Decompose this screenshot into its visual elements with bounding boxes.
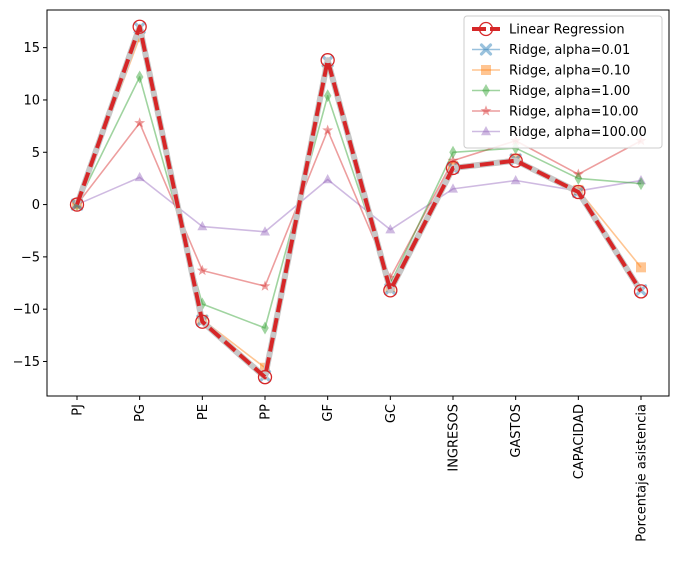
data-point [449, 145, 457, 159]
legend: Linear Regression Ridge, alpha=0.01 Ridge,… [463, 15, 663, 149]
legend-label: Ridge, alpha=10.00 [509, 105, 639, 120]
data-point [320, 53, 335, 68]
data-point [196, 264, 208, 276]
x-tick-label: CAPACIDAD [572, 404, 587, 479]
data-point [633, 284, 649, 299]
data-point [445, 160, 461, 176]
legend-entry-4: Ridge, alpha=10.00 [472, 105, 639, 120]
x-tick-label: GASTOS [509, 404, 524, 458]
legend-entry-5: Ridge, alpha=100.00 [472, 125, 647, 140]
y-tick-label: −15 [13, 355, 40, 370]
data-point [134, 171, 145, 182]
x-tick-label: INGRESOS [447, 404, 462, 472]
data-point [132, 19, 147, 34]
data-point [510, 175, 521, 185]
y-tick-label: 5 [32, 146, 40, 161]
data-point [260, 226, 270, 236]
data-point [259, 280, 271, 291]
data-point [384, 272, 396, 283]
legend-label: Ridge, alpha=0.10 [509, 64, 630, 79]
series-line [76, 176, 642, 233]
data-point [322, 124, 334, 135]
x-tick-label: GC [384, 404, 399, 423]
legend-marker [481, 65, 491, 75]
legend-marker [478, 21, 494, 37]
data-point [447, 154, 459, 166]
y-tick-label: 0 [32, 198, 40, 213]
data-point [637, 177, 645, 191]
data-point [134, 117, 146, 128]
axes-frame [46, 9, 670, 397]
series-line [76, 122, 642, 287]
y-tick-label: −5 [21, 250, 40, 265]
series-line [75, 24, 643, 380]
data-point [636, 262, 646, 273]
data-point [572, 168, 584, 179]
y-tick-label: 15 [23, 41, 40, 56]
data-point [383, 283, 398, 298]
legend-label: Ridge, alpha=1.00 [509, 84, 630, 99]
data-point [323, 89, 332, 103]
data-point [385, 224, 396, 234]
legend-entry-1: Ridge, alpha=0.01 [472, 43, 630, 58]
data-point [574, 171, 583, 185]
legend-entry-3: Ridge, alpha=1.00 [472, 84, 630, 99]
legend-marker [479, 43, 493, 56]
data-point [508, 153, 523, 168]
legend-marker [480, 105, 492, 116]
x-tick-label: GF [321, 404, 336, 422]
data-point [571, 184, 586, 200]
y-tick-label: −10 [13, 303, 40, 318]
data-point [322, 173, 333, 184]
series-line [76, 76, 642, 329]
legend-entry-0: Linear Regression [472, 21, 625, 38]
x-tick-label: PP [259, 404, 274, 420]
x-tick-label: PJ [71, 404, 86, 416]
legend-marker [481, 126, 491, 136]
data-point [257, 370, 273, 385]
legend-box [463, 15, 663, 149]
x-tick-label: PG [133, 404, 148, 422]
data-point [636, 175, 646, 185]
legend-label: Ridge, alpha=100.00 [509, 125, 647, 140]
data-point [261, 321, 269, 335]
plot-area [69, 19, 649, 385]
legend-entry-2: Ridge, alpha=0.10 [472, 64, 630, 79]
data-point [69, 197, 85, 212]
series-0 [69, 19, 649, 385]
legend-marker [482, 84, 490, 97]
data-point [195, 314, 210, 329]
data-point [448, 183, 458, 193]
legend-label: Linear Regression [509, 23, 625, 38]
x-tick-label: Porcentaje asistencia [635, 404, 650, 542]
y-tick-label: 10 [23, 93, 40, 108]
axes: −15 −10 −5 0 5 10 15 PJ PG PE PP GF GC INGRESOS GASTOS… [13, 9, 670, 542]
legend-label: Ridge, alpha=0.01 [509, 43, 630, 58]
x-tick-label: PE [196, 404, 211, 420]
data-point [197, 221, 208, 231]
data-point [135, 70, 144, 84]
